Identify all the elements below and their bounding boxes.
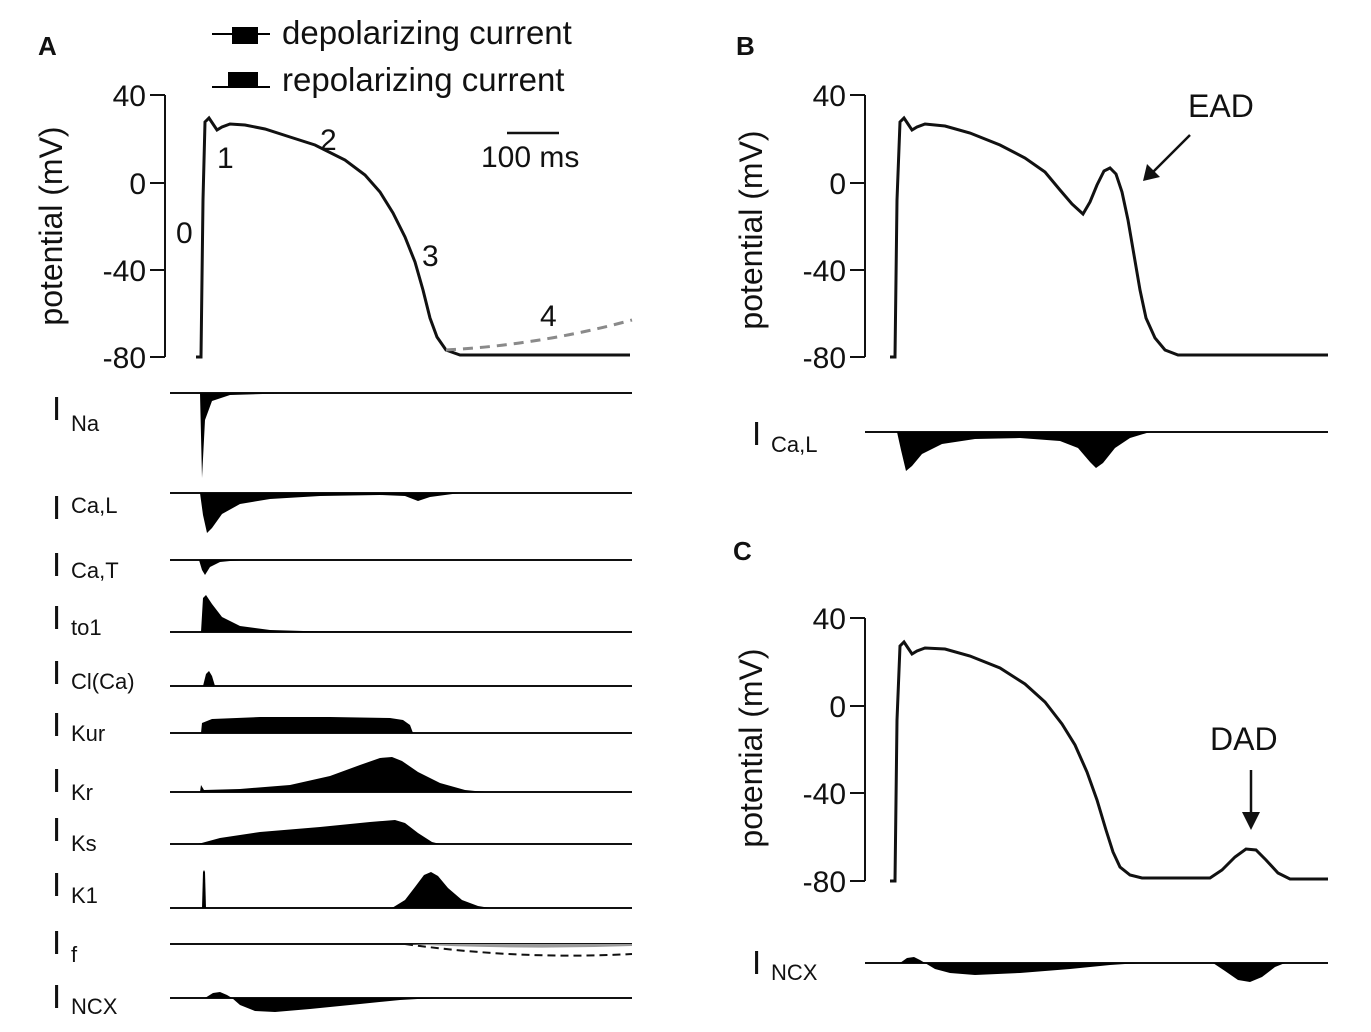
trace-icat: I Ca,T — [52, 546, 632, 583]
label-ical-b-main: I — [752, 415, 761, 452]
ead-label: EAD — [1188, 88, 1254, 124]
panel-a: A depolarizing current repolarizing curr… — [33, 14, 633, 1019]
label-incx-c-sub: NCX — [771, 960, 818, 985]
trace-iclca: I Cl(Ca) — [52, 654, 632, 694]
repolarizing-legend-swatch — [212, 72, 270, 88]
trace-ikur: I Kur — [52, 706, 632, 746]
panel-a-action-potential — [196, 115, 630, 359]
label-ikur-main: I — [52, 706, 61, 743]
panel-c-y-axis: 40 0 -40 -80 potential (mV) — [733, 603, 866, 899]
panel-b-action-potential — [890, 115, 1328, 359]
label-ikr-main: I — [52, 762, 61, 799]
panel-b-y-axis-label: potential (mV) — [733, 130, 769, 329]
label-if-sub: f — [71, 942, 78, 967]
label-iclca-main: I — [52, 654, 61, 691]
phase-1-label: 1 — [217, 142, 234, 175]
panel-c-y-axis-label: potential (mV) — [733, 648, 769, 847]
trace-ical: I Ca,L — [52, 489, 632, 533]
panel-b-tick-0: 0 — [829, 168, 846, 201]
legend-repolarizing-label: repolarizing current — [282, 61, 564, 98]
label-incx-a-sub: NCX — [71, 994, 118, 1019]
legend: depolarizing current repolarizing curren… — [212, 14, 572, 98]
scale-bar-label: 100 ms — [481, 141, 579, 174]
trace-ito1: I to1 — [52, 595, 632, 640]
trace-iks: I Ks — [52, 811, 632, 856]
phase-0-label: 0 — [176, 217, 193, 250]
phase-2-label: 2 — [320, 124, 337, 157]
dad-arrowhead-icon — [1242, 812, 1260, 830]
panel-c-action-potential — [890, 639, 1328, 883]
ead-arrow-shaft — [1151, 134, 1191, 174]
ead-arrowhead-icon — [1143, 164, 1160, 181]
dad-label: DAD — [1210, 721, 1278, 757]
label-icat-sub: Ca,T — [71, 558, 119, 583]
panel-b-tick-minus80: -80 — [803, 342, 846, 375]
label-ical-sub: Ca,L — [71, 493, 117, 518]
panel-a-y-axis-label: potential (mV) — [33, 126, 69, 325]
trace-ical-b: I Ca,L — [752, 415, 1328, 471]
label-ina-main: I — [52, 390, 61, 427]
label-ical-main: I — [52, 489, 61, 526]
label-ik1-main: I — [52, 866, 61, 903]
trace-incx-c: I NCX — [752, 944, 1328, 985]
trace-ina: I Na — [52, 390, 632, 478]
phase-4-label: 4 — [540, 300, 557, 333]
panel-b-tick-40: 40 — [813, 80, 846, 113]
panel-a-letter: A — [38, 31, 57, 61]
panel-a-y-axis: 40 0 -40 -80 potential (mV) — [33, 80, 166, 375]
trace-ik1: I K1 — [52, 866, 632, 909]
label-ito1-sub: to1 — [71, 615, 102, 640]
label-ik1-sub: K1 — [71, 883, 98, 908]
panel-c-tick-0: 0 — [829, 691, 846, 724]
trace-incx-a: I NCX — [52, 978, 632, 1019]
label-ikur-sub: Kur — [71, 721, 105, 746]
label-iclca-sub: Cl(Ca) — [71, 669, 135, 694]
panel-b-y-axis: 40 0 -40 -80 potential (mV) — [733, 80, 866, 375]
panel-b-tick-minus40: -40 — [803, 255, 846, 288]
panel-c-tick-minus80: -80 — [803, 866, 846, 899]
panel-a-tick-minus40: -40 — [103, 255, 146, 288]
panel-a-tick-40: 40 — [113, 80, 146, 113]
panel-b-letter: B — [736, 31, 755, 61]
label-icat-main: I — [52, 546, 61, 583]
label-if-main: I — [52, 924, 61, 961]
label-incx-a-main: I — [52, 978, 61, 1015]
label-ikr-sub: Kr — [71, 780, 93, 805]
label-ina-sub: Na — [71, 411, 100, 436]
label-iks-sub: Ks — [71, 831, 97, 856]
label-incx-c-main: I — [752, 944, 761, 981]
panel-c-tick-minus40: -40 — [803, 778, 846, 811]
panel-b: B 40 0 -40 -80 potential (mV) EAD I Ca,L — [733, 31, 1328, 471]
trace-ikr: I Kr — [52, 757, 632, 805]
legend-depolarizing-label: depolarizing current — [282, 14, 572, 51]
depolarizing-legend-swatch — [212, 27, 270, 44]
label-iks-main: I — [52, 811, 61, 848]
phase-3-label: 3 — [422, 240, 439, 273]
panel-c: C 40 0 -40 -80 potential (mV) DAD I NCX — [733, 536, 1328, 985]
label-ical-b-sub: Ca,L — [771, 432, 817, 457]
panel-c-letter: C — [733, 536, 752, 566]
panel-a-tick-minus80: -80 — [103, 342, 146, 375]
panel-a-tick-0: 0 — [129, 168, 146, 201]
panel-c-tick-40: 40 — [813, 603, 846, 636]
label-ito1-main: I — [52, 599, 61, 636]
panel-a-phase4-dashed — [445, 318, 633, 352]
trace-if: I f — [52, 924, 633, 967]
